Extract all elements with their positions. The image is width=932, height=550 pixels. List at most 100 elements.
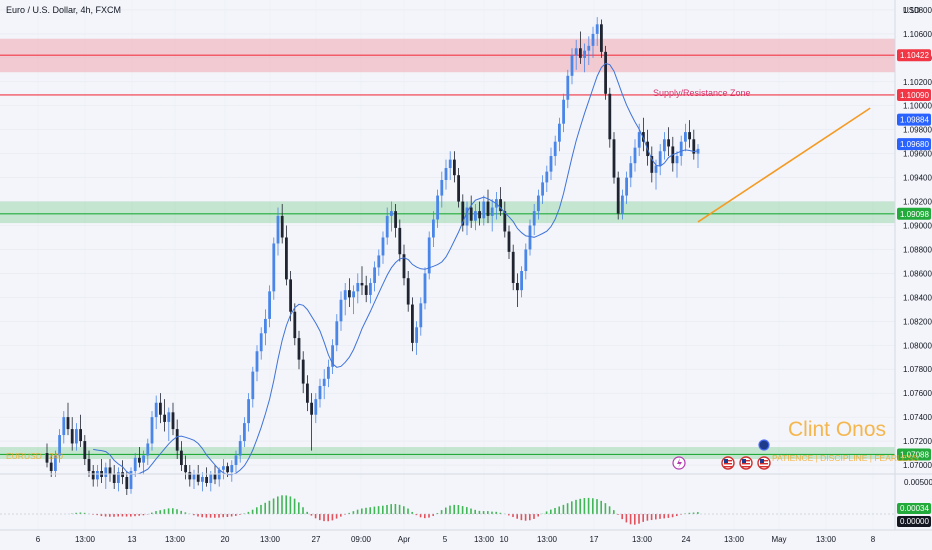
candle-body — [352, 291, 355, 298]
candle-body — [398, 227, 402, 255]
candle-body — [419, 303, 423, 328]
oscillator-bar — [562, 504, 565, 514]
candle-body — [226, 466, 229, 473]
time-tick-label: May — [771, 535, 786, 544]
oscillator-bar — [617, 514, 619, 515]
candle-body — [293, 311, 297, 339]
candle-body — [507, 231, 511, 252]
osc-zero-badge — [897, 516, 931, 527]
oscillator-bar — [382, 505, 384, 514]
time-axis[interactable]: 6 13:00 13 13:00 20 13:00 27 09:00 Apr 5 13:00 10 13… — [36, 535, 876, 544]
time-tick-label: 17 — [590, 535, 599, 544]
candle-body — [432, 219, 435, 238]
oscillator-bar — [436, 512, 439, 514]
lightning-event-icon[interactable] — [672, 456, 686, 470]
candle-body — [688, 132, 691, 140]
us-flag-event-icon[interactable] — [721, 456, 735, 470]
oscillator-bar — [491, 511, 493, 514]
oscillator-bar — [545, 511, 548, 514]
price-tick-label: 1.09000 — [903, 222, 932, 231]
candle-body — [121, 472, 124, 477]
candle-body — [243, 423, 246, 442]
oscillator-bar — [470, 508, 472, 514]
oscillator-bar — [453, 504, 455, 514]
ascending-trendline[interactable] — [697, 107, 871, 223]
oscillator-bar — [655, 514, 657, 520]
candle-body — [381, 237, 385, 256]
oscillator-bar — [428, 514, 430, 518]
oscillator-bar — [550, 509, 552, 514]
oscillator-bar — [247, 511, 250, 514]
oscillator-bar — [113, 514, 115, 517]
candle-body — [247, 399, 250, 424]
candle-body — [209, 474, 213, 483]
oscillator-bar — [184, 512, 187, 514]
oscillator-bar — [155, 511, 157, 514]
oscillator-bar — [117, 514, 119, 517]
candle-body — [180, 450, 183, 466]
oscillator-bar — [218, 514, 220, 518]
oscillator-bar — [209, 514, 212, 518]
candle-body — [163, 414, 166, 422]
oscillator-bar — [151, 512, 153, 514]
oscillator-bar — [373, 506, 376, 514]
moving-average-line — [93, 62, 699, 476]
time-tick-label: 5 — [443, 535, 448, 544]
candle-body — [373, 267, 376, 283]
us-flag-event-icon[interactable] — [757, 456, 771, 470]
candle-body — [146, 443, 150, 456]
oscillator-bar — [390, 504, 392, 514]
zone-demand — [0, 201, 895, 224]
candle-body — [70, 429, 74, 444]
price-badge-label: 1.09884 — [900, 116, 929, 125]
candle-body — [566, 75, 570, 100]
candle-body — [129, 471, 133, 489]
oscillator-bar — [482, 511, 485, 514]
oscillator-bar — [172, 508, 174, 514]
candle-body — [658, 151, 662, 166]
candle-body — [444, 168, 448, 180]
price-tick-label: 1.07600 — [903, 389, 932, 398]
oscillator-bar — [642, 514, 644, 522]
price-tick-label: 1.07400 — [903, 413, 932, 422]
candle-body — [255, 351, 259, 372]
time-tick-label: 27 — [312, 535, 321, 544]
price-badge — [897, 138, 931, 151]
candle-body — [520, 271, 523, 291]
candle-body — [108, 467, 112, 475]
price-tick-label: 1.07000 — [903, 461, 932, 470]
candle-body — [587, 45, 591, 51]
candles — [45, 17, 700, 495]
candle-body — [591, 33, 595, 46]
chart-grid — [0, 9, 895, 466]
oscillator-bar — [302, 507, 304, 514]
candle-body — [175, 429, 179, 451]
candle-body — [348, 290, 351, 298]
candle-body — [377, 255, 381, 268]
osc-zero-label: 0.00000 — [900, 517, 929, 526]
oscillator-bar — [100, 514, 103, 517]
currency-label: USD — [903, 6, 920, 15]
price-badge-label: 1.09098 — [900, 210, 929, 219]
oscillator-bar — [587, 497, 590, 514]
zone-label: Supply/Resistance Zone — [653, 88, 751, 98]
oscillator-bar — [478, 510, 481, 514]
candle-body — [159, 402, 162, 415]
oscillator-bar — [445, 507, 447, 514]
price-tick-label: 1.08200 — [903, 317, 932, 326]
oscillator-bar — [138, 514, 140, 516]
us-flag-event-icon[interactable] — [739, 456, 753, 470]
oscillator-bar — [386, 504, 388, 514]
oscillator-bar — [629, 514, 632, 525]
price-tick-label: 1.07800 — [903, 365, 932, 374]
time-tick-label: 10 — [500, 535, 509, 544]
time-tick-label: 6 — [36, 535, 41, 544]
oscillator-bar — [516, 514, 518, 519]
candle-body — [499, 199, 502, 212]
candle-body — [138, 457, 141, 463]
oscillator-bar — [340, 514, 342, 517]
event-marker-icon[interactable] — [758, 439, 770, 451]
osc-value-label: 0.00034 — [900, 504, 929, 513]
candle-body — [465, 207, 469, 226]
